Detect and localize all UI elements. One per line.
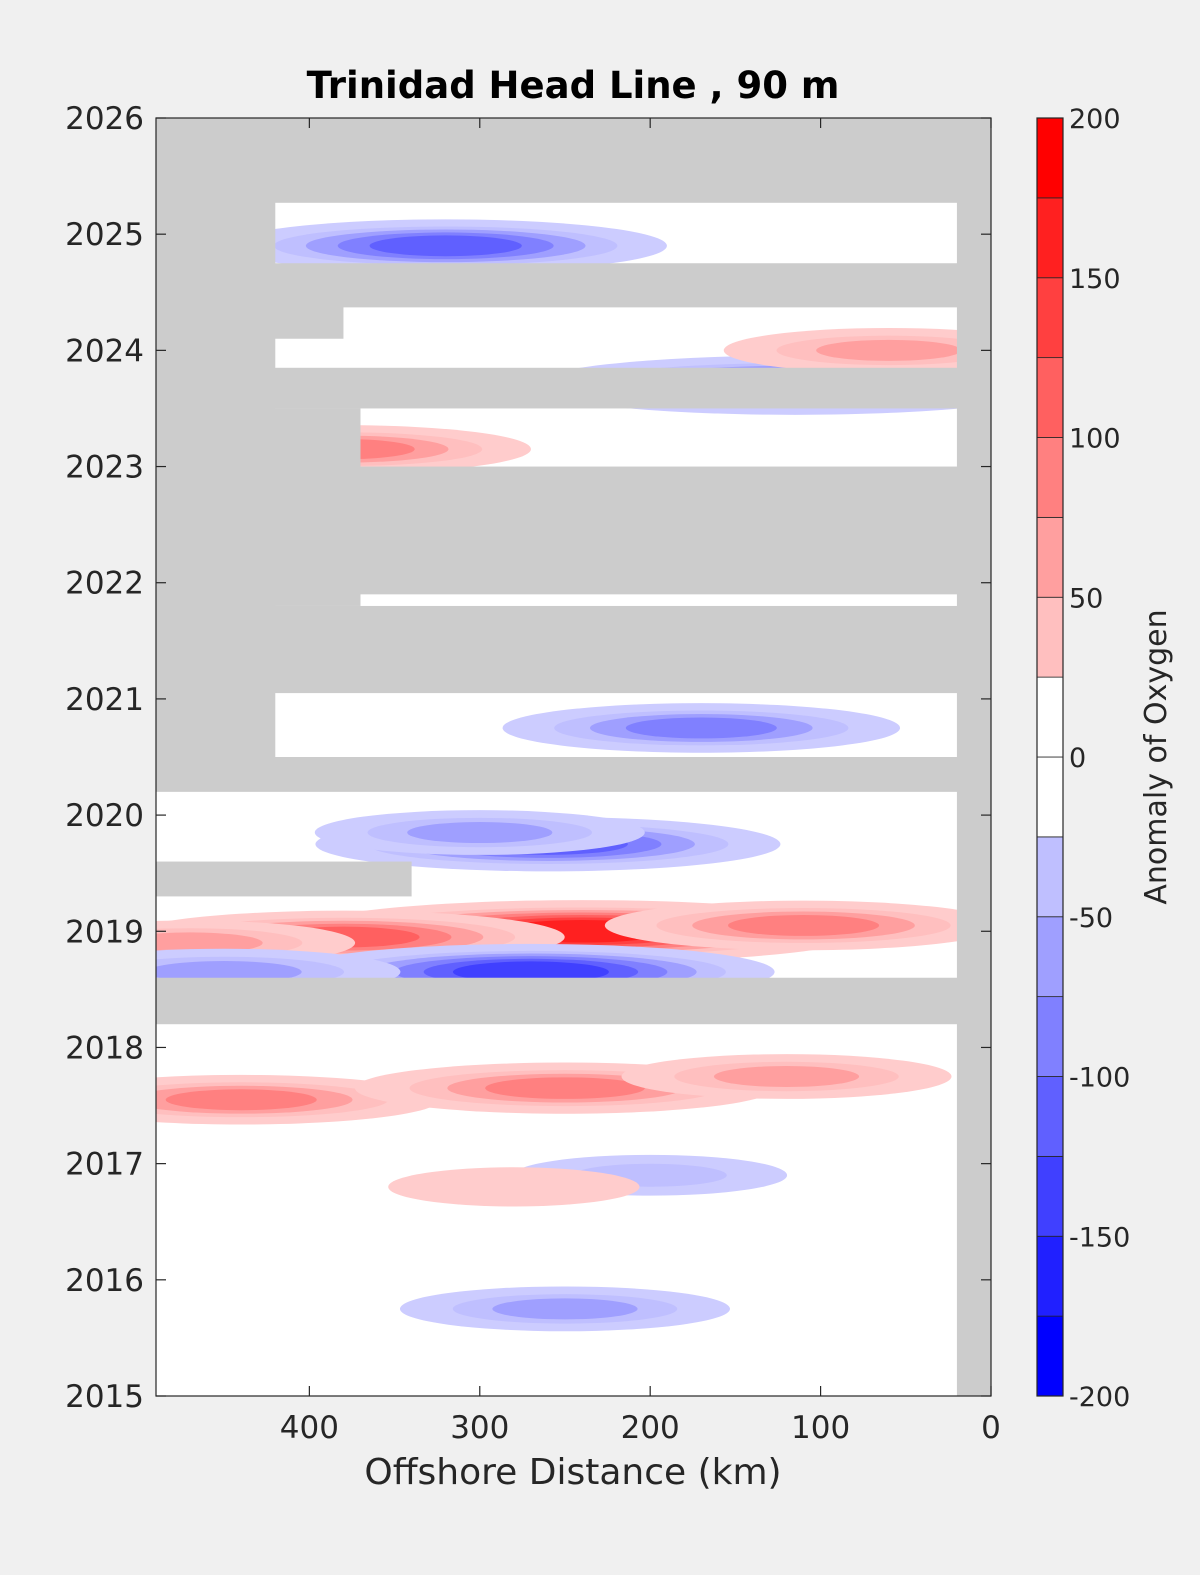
colorbar-label: Anomaly of Oxygen: [1139, 609, 1174, 904]
x-tick-label: 0: [981, 1410, 1001, 1446]
x-tick-label: 200: [621, 1410, 680, 1446]
colorbar-segment: [1036, 1155, 1064, 1237]
colorbar-tick-label: -100: [1069, 1063, 1130, 1094]
plot-frame: [155, 117, 992, 1397]
y-tick-label: 2020: [65, 798, 144, 834]
colorbar-segment: [1036, 756, 1064, 838]
contour-level: [165, 1089, 317, 1111]
y-axis: 2015 2016 2017 2018 2019 2020 2021 2022 2023 2024…: [65, 101, 991, 1415]
y-tick-label: 2017: [65, 1147, 144, 1183]
y-tick-label: 2021: [65, 682, 144, 718]
contour-level: [713, 1066, 860, 1087]
contour-level: [369, 235, 522, 257]
colorbar-segment: [1036, 996, 1064, 1077]
contour-level: [156, 932, 263, 954]
x-tick-label: 400: [280, 1410, 339, 1446]
colorbar-tick-label: -150: [1069, 1222, 1130, 1253]
contour-level: [388, 1167, 640, 1207]
colorbar-segment: [1036, 516, 1064, 598]
contour-level: [728, 915, 880, 936]
contour-level: [492, 1298, 638, 1320]
colorbar-tick-label: 100: [1069, 424, 1121, 455]
colorbar-tick-label: 200: [1069, 104, 1121, 135]
x-axis: 400 300 200 100 0: [280, 118, 1001, 1446]
colorbar: 200 150 100 50 0 -50 -100 -150 -200: [1036, 104, 1130, 1413]
anomaly-feature: [502, 703, 901, 753]
y-tick-label: 2016: [65, 1263, 144, 1299]
colorbar-tick-label: -50: [1069, 903, 1113, 934]
y-tick-label: 2022: [65, 566, 144, 602]
contour-level: [625, 717, 777, 739]
contour-level: [816, 339, 962, 361]
missing-data-band: [156, 367, 991, 409]
contour-level: [452, 961, 609, 983]
colorbar-tick-label: 150: [1069, 264, 1121, 295]
chart-title: Trinidad Head Line , 90 m: [307, 64, 840, 107]
colorbar-tick-label: 50: [1069, 583, 1103, 614]
colorbar-segment: [1036, 117, 1064, 199]
x-tick-label: 100: [791, 1410, 850, 1446]
colorbar-segment: [1036, 1235, 1064, 1317]
missing-data-regions: [156, 118, 991, 1396]
colorbar-segment: [1036, 676, 1064, 758]
missing-data-band: [156, 605, 991, 694]
y-tick-label: 2015: [65, 1379, 144, 1415]
colorbar-tick-label: -200: [1069, 1382, 1130, 1413]
anomaly-feature: [224, 219, 667, 273]
y-tick-label: 2025: [65, 217, 144, 253]
x-tick-label: 300: [450, 1410, 509, 1446]
contour-level: [407, 822, 553, 844]
contour-level: [156, 961, 302, 983]
colorbar-segment: [1036, 277, 1064, 359]
missing-data-band: [156, 977, 991, 1025]
anomaly-feature: [388, 1167, 640, 1207]
colorbar-segment: [1036, 1315, 1064, 1397]
y-tick-label: 2024: [65, 333, 144, 369]
missing-data-band: [156, 263, 991, 308]
colorbar-frame: [1036, 117, 1064, 1397]
anomaly-feature: [604, 900, 991, 951]
plot-area: [156, 118, 991, 1396]
missing-data-offshore: [156, 303, 344, 339]
contour-level: [485, 1077, 645, 1099]
y-tick-label: 2019: [65, 914, 144, 950]
colorbar-segment: [1036, 916, 1064, 998]
x-axis-label: Offshore Distance (km): [364, 1452, 781, 1493]
missing-data-band: [156, 757, 991, 792]
colorbar-segment: [1036, 836, 1064, 918]
anomaly-feature: [156, 1074, 440, 1125]
anomaly-feature: [723, 327, 991, 373]
colorbar-tick-label: 0: [1069, 743, 1086, 774]
y-tick-label: 2018: [65, 1030, 144, 1066]
colorbar-segment: [1036, 596, 1064, 678]
anomaly-feature: [621, 1054, 952, 1099]
colorbar-segment: [1036, 1076, 1064, 1157]
y-tick-label: 2023: [65, 450, 144, 486]
colorbar-segment: [1036, 357, 1064, 438]
missing-data-band: [156, 118, 991, 203]
anomaly-feature: [314, 810, 645, 855]
y-tick-label: 2026: [65, 101, 144, 137]
colorbar-segment: [1036, 437, 1064, 518]
missing-data-offshore: [156, 861, 412, 897]
colorbar-segment: [1036, 197, 1064, 279]
missing-data-offshore: [156, 408, 361, 606]
anomaly-feature: [399, 1286, 730, 1332]
